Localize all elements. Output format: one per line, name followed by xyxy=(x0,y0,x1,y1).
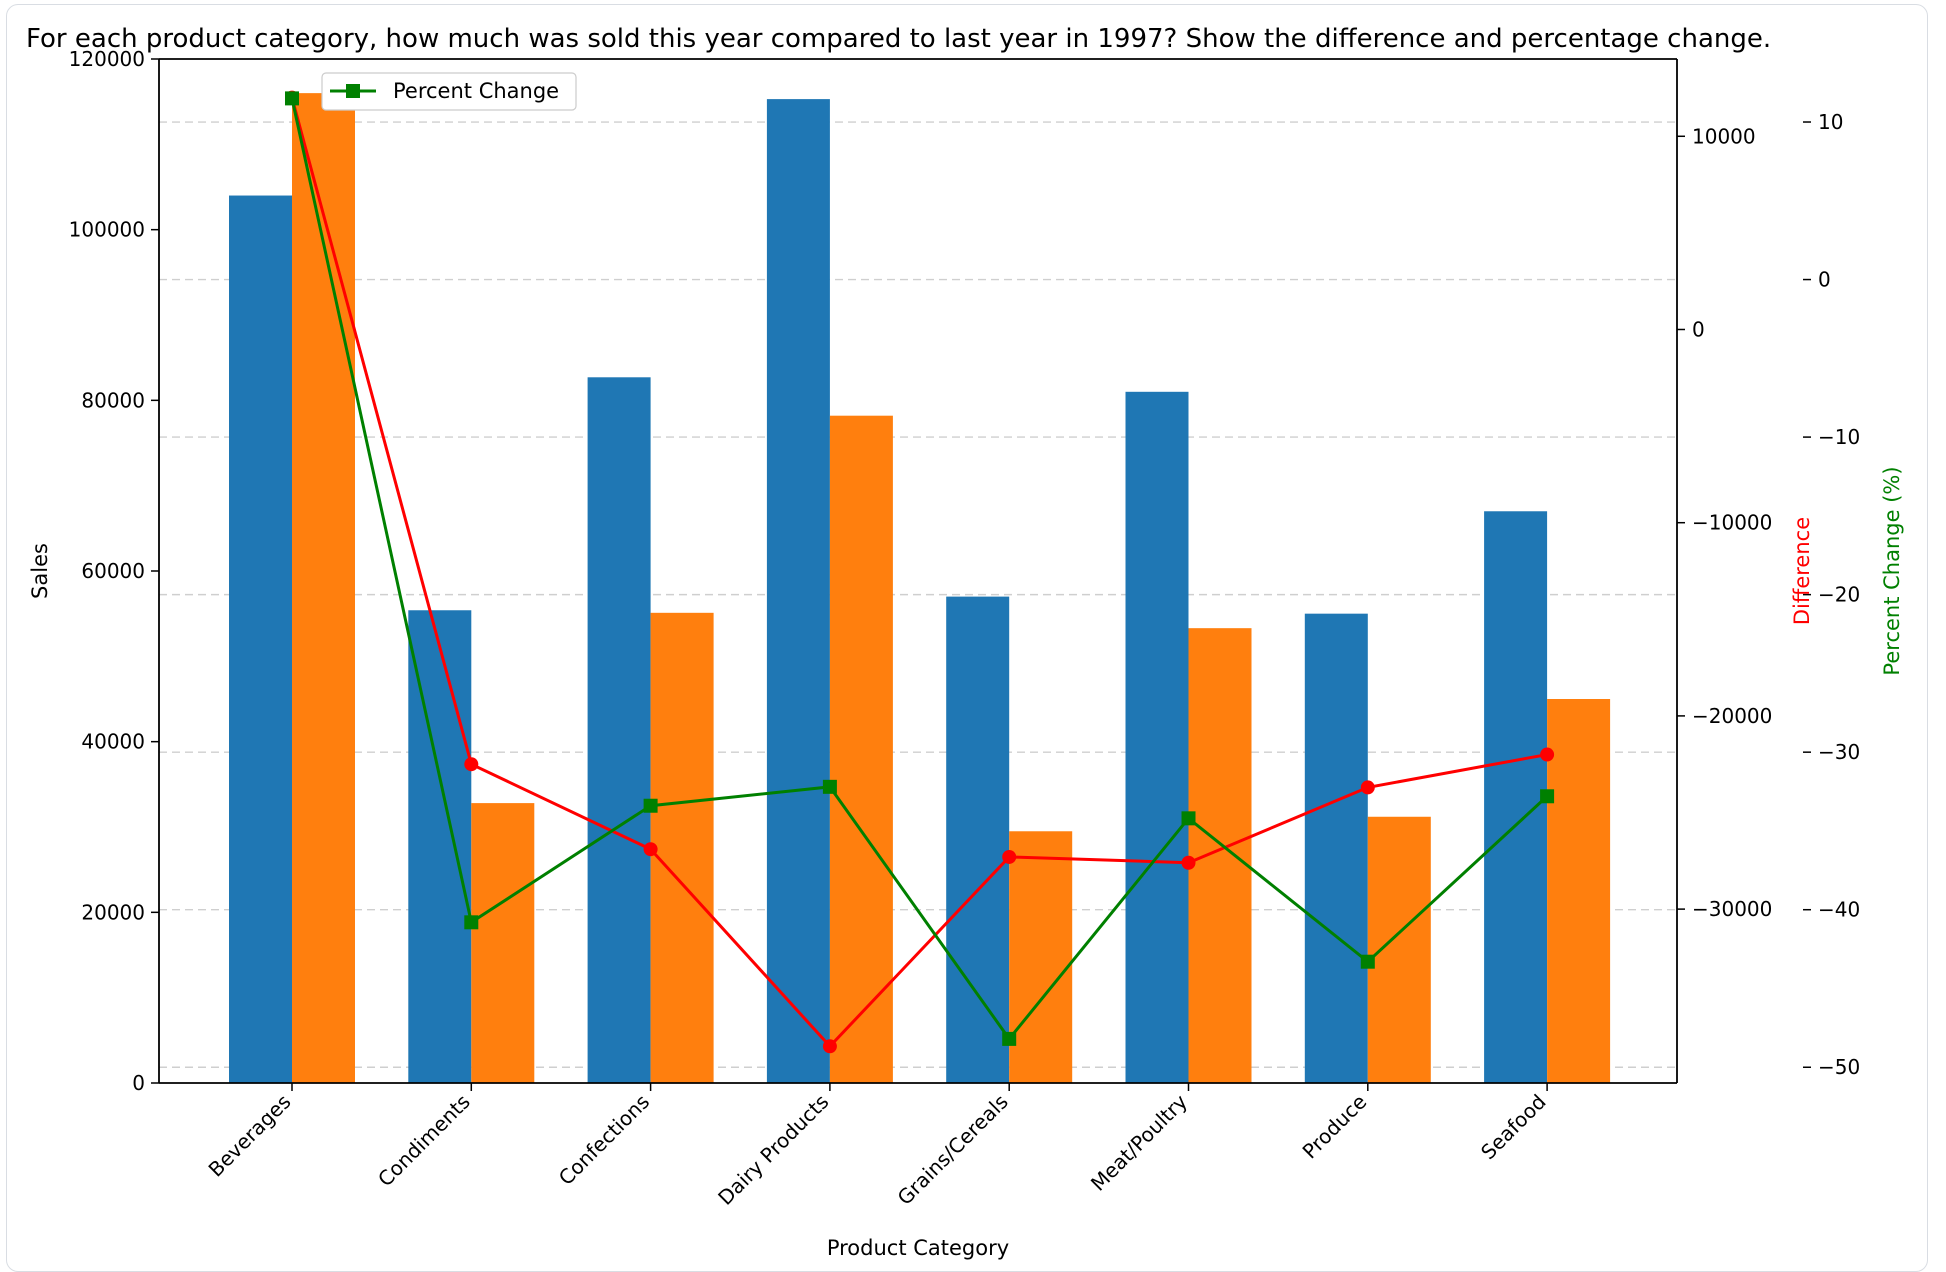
difference-line xyxy=(290,97,1548,1049)
difference-point xyxy=(1360,780,1375,795)
bar-current xyxy=(408,610,472,1083)
category-label: Produce xyxy=(1298,1090,1372,1164)
percent-axis-label: Percent Change (%) xyxy=(1880,466,1904,675)
difference-point xyxy=(464,757,479,772)
sales-tick-label: 120000 xyxy=(69,47,145,71)
difference-point xyxy=(643,842,658,857)
difference-point xyxy=(1181,855,1196,870)
sales-tick-label: 40000 xyxy=(81,730,145,754)
difference-tick-label: −30000 xyxy=(1692,897,1772,921)
percent-tick-label: 0 xyxy=(1818,268,1831,292)
bar-current xyxy=(229,195,292,1084)
legend-box xyxy=(321,72,577,111)
percent-change-point xyxy=(1002,1031,1017,1046)
difference-tick-label: 10000 xyxy=(1692,124,1756,148)
difference-tick-label: −10000 xyxy=(1692,511,1772,535)
percent-change-point xyxy=(1540,789,1555,804)
percent-change-point xyxy=(464,915,479,930)
chart-title: For each product category, how much was … xyxy=(26,24,1771,54)
y-axis-label: Sales xyxy=(28,543,52,599)
difference-point xyxy=(1540,747,1555,762)
percent-tick-label: −30 xyxy=(1818,740,1860,764)
bar-previous xyxy=(1009,831,1073,1083)
bar-current xyxy=(1484,511,1548,1083)
category-label: Dairy Products xyxy=(713,1090,833,1210)
percent-change-point xyxy=(1181,811,1196,826)
category-label: Confections xyxy=(554,1090,654,1190)
percent-tick-label: −50 xyxy=(1818,1055,1860,1079)
bar-current xyxy=(587,377,651,1083)
difference-point xyxy=(1002,849,1017,864)
bar-current xyxy=(766,99,830,1083)
legend-label: Percent Change xyxy=(393,79,559,103)
percent-change-point xyxy=(1360,954,1375,969)
sales-tick-label: 80000 xyxy=(81,388,145,412)
percent-change-line xyxy=(290,98,1549,1042)
category-label: Seafood xyxy=(1476,1090,1551,1165)
category-label: Meat/Poultry xyxy=(1086,1089,1192,1195)
bar-previous xyxy=(1547,699,1611,1083)
bar-current xyxy=(1125,391,1189,1083)
bar-previous xyxy=(829,415,893,1083)
bar-previous xyxy=(471,803,535,1083)
percent-change-point xyxy=(822,779,837,794)
percent-tick-label: 10 xyxy=(1818,110,1843,134)
category-label: Beverages xyxy=(204,1090,296,1182)
bar-current xyxy=(946,596,1010,1083)
bar-previous xyxy=(1367,816,1431,1083)
legend-marker xyxy=(346,84,360,98)
sales-tick-label: 20000 xyxy=(81,900,145,924)
percent-change-point xyxy=(643,798,658,813)
sales-tick-label: 0 xyxy=(132,1071,145,1095)
difference-axis-label: Difference xyxy=(1790,517,1814,625)
sales-tick-label: 60000 xyxy=(81,559,145,583)
percent-tick-label: −20 xyxy=(1818,583,1860,607)
percent-tick-label: −10 xyxy=(1818,425,1860,449)
x-axis-label: Product Category xyxy=(827,1236,1009,1260)
difference-tick-label: −20000 xyxy=(1692,704,1772,728)
percent-tick-label: −40 xyxy=(1818,898,1860,922)
category-label: Grains/Cereals xyxy=(893,1090,1013,1210)
difference-tick-label: 0 xyxy=(1692,317,1705,341)
category-label: Condiments xyxy=(373,1090,475,1192)
bar-previous xyxy=(1188,628,1252,1083)
bar-previous xyxy=(292,93,355,1084)
bar-previous xyxy=(650,612,714,1083)
percent-change-point xyxy=(285,91,299,106)
bar-current xyxy=(1304,613,1368,1083)
difference-point xyxy=(822,1039,837,1054)
sales-tick-label: 100000 xyxy=(69,218,145,242)
